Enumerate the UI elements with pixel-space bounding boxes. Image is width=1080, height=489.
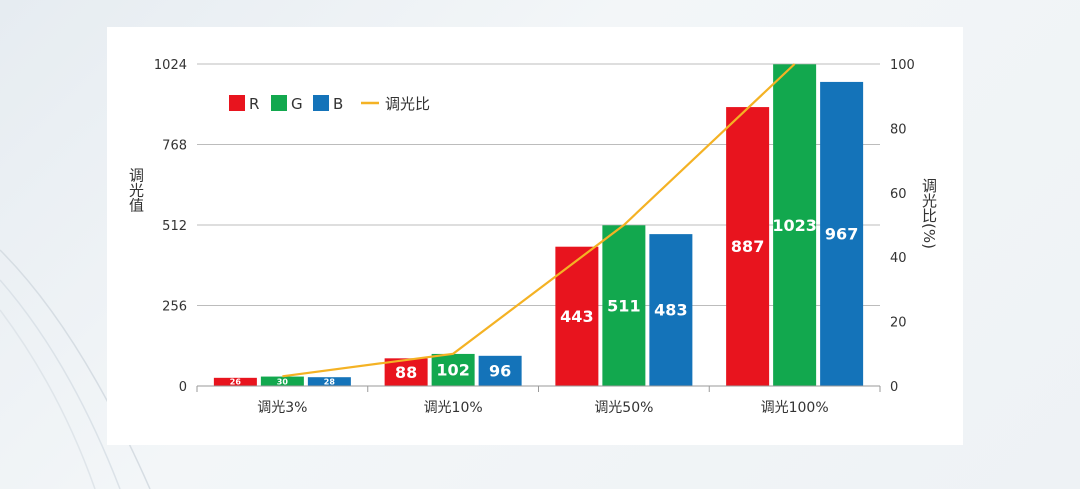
bar-value-label: 887 bbox=[731, 237, 764, 256]
left-axis-title: 调光值 bbox=[127, 168, 145, 213]
bar-value-label: 28 bbox=[324, 378, 336, 387]
right-axis-title-text: 调光比(%) bbox=[920, 178, 938, 249]
bar-value-label: 88 bbox=[395, 363, 417, 382]
category-label: 调光100% bbox=[761, 400, 829, 416]
bar-b bbox=[820, 81, 864, 386]
right-axis-title: 调光比(%) bbox=[920, 178, 938, 249]
bar-b bbox=[478, 355, 522, 386]
legend-label-b: B bbox=[333, 95, 343, 113]
category-label: 调光50% bbox=[594, 400, 653, 416]
legend-label-r: R bbox=[249, 95, 259, 113]
bar-g bbox=[260, 376, 304, 386]
legend: R G B 调光比 bbox=[229, 95, 430, 113]
bar-b bbox=[307, 377, 351, 386]
ratio-line-series bbox=[282, 63, 796, 378]
right-tick-label: 20 bbox=[890, 316, 907, 331]
left-axis-title-text: 调光值 bbox=[127, 168, 145, 213]
legend-label-line: 调光比 bbox=[385, 95, 430, 113]
x-axis: 调光3% 调光10% 调光50% 调光100% bbox=[196, 385, 881, 416]
left-tick-label: 0 bbox=[179, 380, 187, 395]
bar-value-label: 102 bbox=[436, 361, 469, 380]
bar-b bbox=[649, 234, 693, 386]
bar-value-label: 30 bbox=[277, 378, 289, 387]
bar-value-label: 483 bbox=[654, 301, 687, 320]
bar-value-label: 96 bbox=[489, 362, 511, 381]
bar-g bbox=[773, 64, 817, 386]
right-axis-ticks: 0 20 40 60 80 100 bbox=[890, 58, 915, 395]
legend-label-g: G bbox=[291, 95, 303, 113]
category-label: 调光3% bbox=[257, 400, 307, 416]
left-axis-ticks: 0 256 512 768 1024 bbox=[154, 58, 187, 395]
bar-value-label: 443 bbox=[560, 307, 593, 326]
right-tick-label: 40 bbox=[890, 251, 907, 266]
ratio-line bbox=[282, 63, 796, 378]
right-tick-label: 0 bbox=[890, 380, 898, 395]
left-tick-label: 1024 bbox=[154, 58, 187, 73]
bar-value-label: 511 bbox=[607, 296, 640, 315]
bar-r bbox=[213, 377, 257, 386]
right-tick-label: 100 bbox=[890, 58, 915, 73]
left-tick-label: 256 bbox=[162, 300, 187, 315]
bars: 26 30 28 88 102 96 443 511 483 887 1023 967 bbox=[213, 64, 864, 387]
bar-value-label: 967 bbox=[825, 225, 858, 244]
left-tick-label: 512 bbox=[162, 219, 187, 234]
right-tick-label: 60 bbox=[890, 187, 907, 202]
bar-value-label: 1023 bbox=[772, 216, 817, 235]
category-label: 调光10% bbox=[424, 400, 483, 416]
legend-swatch-b bbox=[313, 95, 329, 111]
legend-swatch-r bbox=[229, 95, 245, 111]
bar-r bbox=[726, 107, 770, 386]
bar-value-label: 26 bbox=[230, 378, 242, 387]
legend-swatch-g bbox=[271, 95, 287, 111]
right-tick-label: 80 bbox=[890, 122, 907, 137]
bar-g bbox=[431, 353, 475, 386]
left-tick-label: 768 bbox=[162, 139, 187, 154]
bar-g bbox=[602, 225, 646, 386]
